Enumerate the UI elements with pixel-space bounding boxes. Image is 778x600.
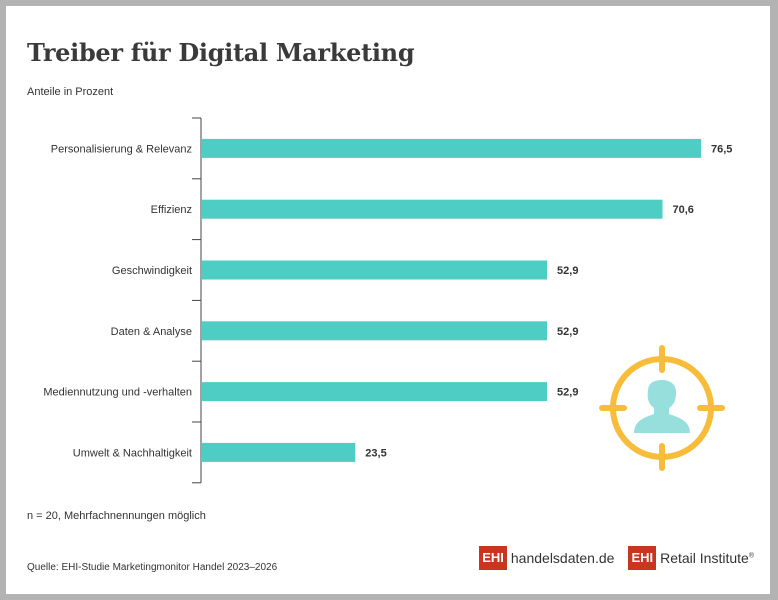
chart-card: Treiber für Digital Marketing Anteile in… — [6, 6, 770, 594]
bar — [202, 199, 663, 219]
ehi-mark: EHI — [479, 546, 507, 570]
ehi-mark: EHI — [628, 546, 657, 570]
category-label: Daten & Analyse — [111, 326, 192, 338]
bar — [202, 321, 548, 341]
category-label: Effizienz — [151, 204, 192, 216]
data-label: 23,5 — [365, 447, 386, 459]
retail-institute-logo[interactable]: EHI Retail Institute® — [628, 546, 754, 570]
category-label: Personalisierung & Relevanz — [51, 143, 192, 155]
retail-text: Retail Institute — [660, 550, 749, 566]
data-label: 70,6 — [673, 204, 694, 216]
bar — [202, 442, 356, 462]
bar — [202, 382, 548, 402]
category-label: Geschwindigkeit — [112, 265, 192, 277]
data-label: 52,9 — [557, 387, 578, 399]
data-label: 52,9 — [557, 265, 578, 277]
bar — [202, 260, 548, 280]
target-person-icon — [599, 345, 725, 471]
sample-note: n = 20, Mehrfachnennungen möglich — [27, 510, 206, 522]
bar — [202, 138, 701, 158]
handelsdaten-text: handelsdaten.de — [510, 550, 615, 566]
retail-institute-text: Retail Institute® — [660, 550, 754, 566]
handelsdaten-logo[interactable]: EHI handelsdaten.de — [479, 546, 614, 570]
chart-subtitle: Anteile in Prozent — [27, 86, 114, 98]
registered-mark: ® — [748, 552, 754, 560]
data-label: 76,5 — [711, 143, 732, 155]
data-label: 52,9 — [557, 326, 578, 338]
source-note: Quelle: EHI-Studie Marketingmonitor Hand… — [27, 562, 278, 573]
category-label: Umwelt & Nachhaltigkeit — [73, 447, 192, 459]
footer-logos: EHI handelsdaten.de EHI Retail Institute… — [479, 546, 754, 570]
chart-title: Treiber für Digital Marketing — [27, 38, 415, 67]
category-label: Mediennutzung und -verhalten — [43, 387, 192, 399]
